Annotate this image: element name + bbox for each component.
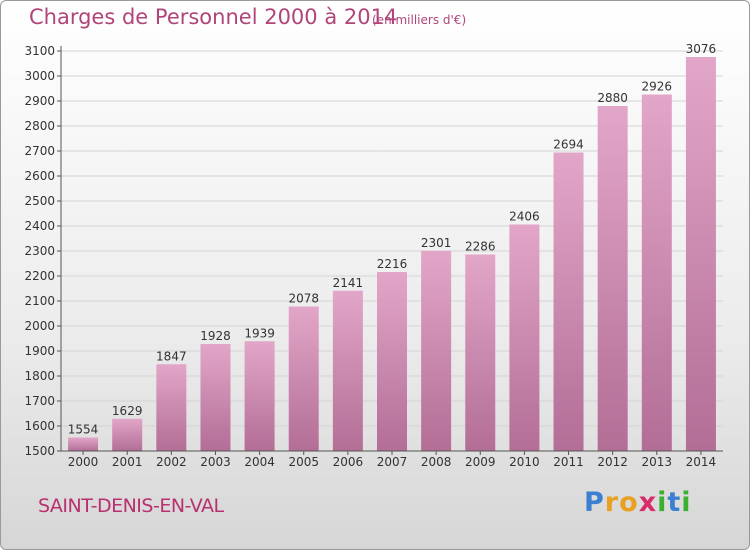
bar-2006	[332, 290, 363, 451]
y-tick-label: 2100	[24, 294, 55, 308]
bar-value-label: 1939	[244, 326, 275, 340]
y-tick-label: 1500	[24, 444, 55, 458]
bar-value-label: 3076	[686, 42, 717, 56]
y-tick-label: 2200	[24, 269, 55, 283]
x-tick-label: 2014	[686, 455, 717, 469]
x-tick-label: 2008	[421, 455, 452, 469]
bar-2013	[641, 94, 672, 451]
axes	[57, 46, 723, 455]
x-tick-label: 2010	[509, 455, 540, 469]
bar-value-label: 2216	[377, 257, 408, 271]
logo-letter: r	[604, 487, 620, 518]
bar-2014	[685, 57, 716, 451]
bar-2012	[597, 106, 628, 451]
bar-value-label: 1928	[200, 329, 231, 343]
bar-value-label: 2926	[642, 80, 673, 94]
x-tick-label: 2005	[288, 455, 319, 469]
bar-2010	[509, 224, 540, 451]
logo-letter: i	[681, 487, 692, 518]
y-tick-label: 2600	[24, 169, 55, 183]
y-tick-label: 2800	[24, 119, 55, 133]
bar-2007	[377, 272, 407, 451]
y-tick-label: 1900	[24, 344, 55, 358]
x-tick-label: 2000	[68, 455, 99, 469]
x-tick-label: 2007	[377, 455, 408, 469]
x-tick-label: 2001	[112, 455, 143, 469]
logo-letter: t	[667, 487, 682, 518]
bar-value-label: 2286	[465, 240, 496, 254]
bar-2008	[421, 250, 452, 451]
x-tick-label: 2006	[333, 455, 364, 469]
x-tick-label: 2013	[642, 455, 673, 469]
y-tick-label: 2400	[24, 219, 55, 233]
logo-letter: P	[584, 487, 605, 518]
bar-value-label: 2301	[421, 236, 452, 250]
bar-value-label: 1629	[112, 404, 143, 418]
logo-letter: o	[619, 487, 639, 518]
bar-value-label: 1554	[68, 423, 99, 437]
bar-value-label: 2406	[509, 210, 540, 224]
bar-2011	[553, 152, 584, 451]
y-tick-label: 2500	[24, 194, 55, 208]
y-tick-label: 1600	[24, 419, 55, 433]
bar-value-label: 1847	[156, 349, 187, 363]
y-tick-label: 2700	[24, 144, 55, 158]
bar-2005	[288, 306, 319, 451]
chart-title: Charges de Personnel 2000 à 2014	[29, 5, 398, 29]
y-tick-label: 1700	[24, 394, 55, 408]
bar-value-label: 2694	[553, 138, 584, 152]
chart-subtitle: (en milliers d'€)	[372, 13, 467, 27]
y-tick-label: 2000	[24, 319, 55, 333]
bars	[68, 57, 716, 451]
bar-value-label: 2880	[597, 91, 628, 105]
y-tick-label: 3000	[24, 69, 55, 83]
bar-2002	[156, 364, 187, 451]
bar-2004	[244, 341, 275, 451]
x-tick-label: 2011	[553, 455, 584, 469]
x-tick-label: 2012	[597, 455, 628, 469]
x-tick-label: 2002	[156, 455, 187, 469]
bar-2000	[68, 437, 99, 451]
x-tick-label: 2004	[244, 455, 275, 469]
bar-2009	[465, 254, 496, 451]
y-tick-label: 2300	[24, 244, 55, 258]
bar-2003	[200, 344, 231, 451]
x-tick-label: 2009	[465, 455, 496, 469]
bar-2001	[112, 418, 143, 451]
commune-name: SAINT-DENIS-EN-VAL	[38, 495, 224, 517]
x-tick-label: 2003	[200, 455, 231, 469]
bar-value-label: 2141	[333, 276, 364, 290]
labels: 1500 1600 1700 1800 1900 2000 2100 2200 2300 2400…	[24, 42, 716, 469]
logo-letter: i	[657, 487, 668, 518]
logo-letter: x	[638, 487, 658, 518]
proxiti-logo[interactable]: Proxiti	[584, 487, 692, 518]
y-tick-label: 1800	[24, 369, 55, 383]
bar-value-label: 2078	[288, 292, 319, 306]
y-tick-label: 2900	[24, 94, 55, 108]
y-tick-label: 3100	[24, 44, 55, 58]
